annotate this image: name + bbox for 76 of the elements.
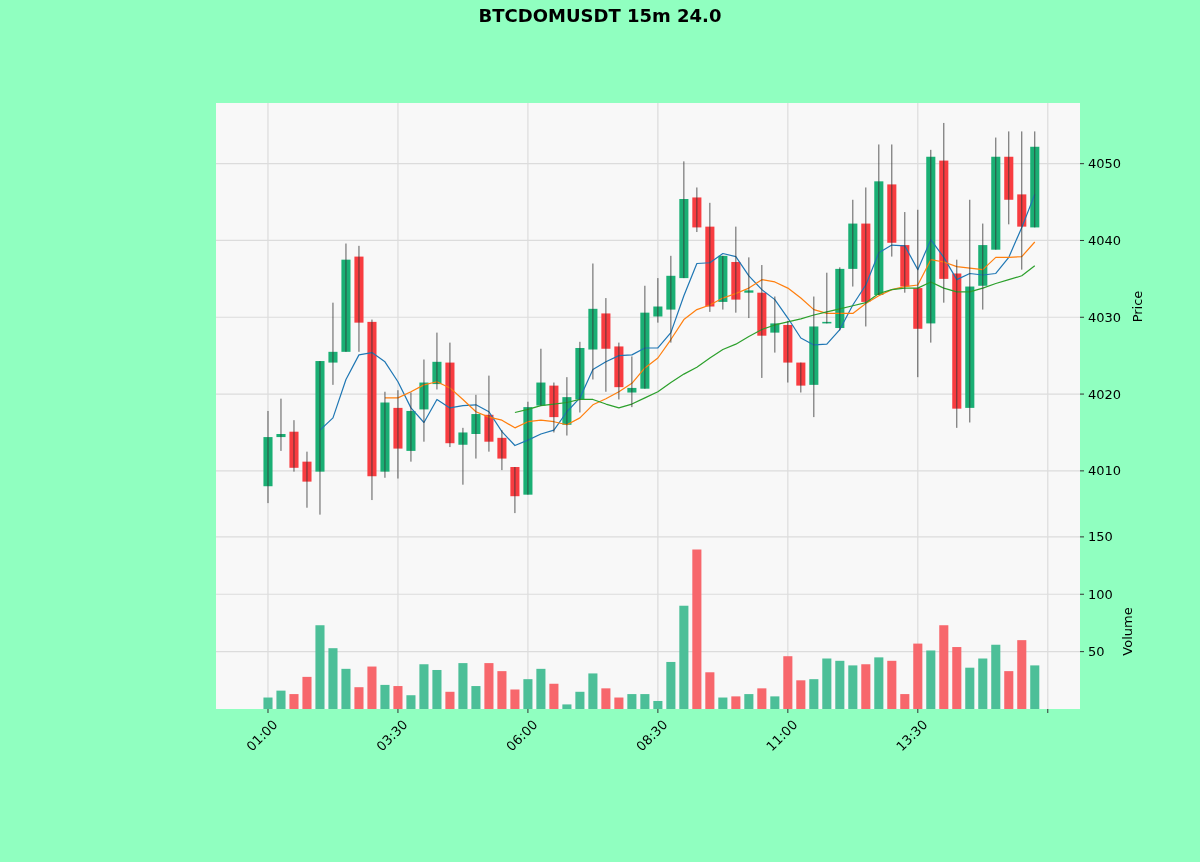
bar: [783, 656, 793, 709]
chart-title: BTCDOMUSDT 15m 24.0: [478, 5, 722, 26]
line-series: [384, 241, 1036, 429]
bar: [562, 704, 572, 709]
line-series: [514, 265, 1036, 414]
bar: [497, 671, 507, 709]
bar: [822, 658, 832, 709]
bar: [601, 688, 611, 709]
bar: [952, 647, 962, 709]
bar: [874, 657, 884, 709]
bar: [757, 688, 767, 709]
bar: [1004, 671, 1014, 709]
bar: [471, 686, 481, 709]
bar: [419, 664, 429, 709]
bar: [978, 658, 988, 709]
bar: [341, 668, 351, 709]
y-tick-label: 4010: [1088, 463, 1122, 479]
bar: [263, 697, 273, 709]
bar: [1017, 640, 1027, 709]
bar: [302, 676, 312, 709]
bar: [432, 669, 442, 709]
bar: [770, 696, 780, 709]
bar: [991, 644, 1001, 709]
bar: [965, 667, 975, 709]
y-tick-label: 4040: [1088, 233, 1122, 249]
y-axis-title: Volume: [1120, 607, 1135, 656]
line-series: [319, 193, 1036, 447]
bar: [913, 643, 923, 709]
bar: [588, 673, 598, 709]
bar: [718, 697, 728, 709]
bar: [393, 686, 403, 709]
y-tick-label: 100: [1088, 586, 1113, 602]
bar: [796, 680, 806, 709]
bar: [861, 664, 871, 709]
bar: [380, 684, 390, 709]
bar: [575, 691, 585, 709]
y-tick-label: 4030: [1088, 309, 1122, 325]
bar: [458, 663, 468, 709]
bar: [640, 694, 650, 709]
bar: [848, 665, 858, 709]
y-tick-label: 4020: [1088, 386, 1122, 402]
y-tick-label: 150: [1088, 529, 1113, 545]
bar: [367, 666, 377, 709]
bar: [484, 663, 494, 709]
bar: [354, 687, 364, 709]
bar: [809, 679, 819, 709]
bar: [939, 625, 949, 709]
y-tick-label: 50: [1088, 644, 1105, 660]
bar: [705, 672, 715, 709]
bar: [835, 660, 845, 709]
bar: [536, 668, 546, 709]
bar: [315, 625, 325, 709]
bar: [406, 695, 416, 709]
bar: [328, 648, 338, 709]
candlestick: [328, 302, 338, 386]
bar: [627, 694, 637, 709]
bar: [523, 679, 533, 709]
bar: [549, 683, 559, 709]
bar: [679, 605, 689, 709]
bar: [731, 696, 741, 709]
bar: [510, 689, 520, 709]
bar: [744, 694, 754, 709]
bar: [289, 694, 299, 709]
y-axis-title: Price: [1130, 290, 1145, 323]
candlestick: [744, 256, 754, 319]
bar: [900, 694, 910, 709]
bar: [887, 660, 897, 709]
bar: [614, 697, 624, 709]
y-tick-label: 4050: [1088, 156, 1122, 172]
bar: [276, 690, 286, 709]
bar: [653, 700, 663, 709]
bar: [1030, 665, 1040, 709]
bar: [666, 661, 676, 709]
bar: [692, 549, 702, 709]
bar: [445, 691, 455, 709]
bar: [926, 650, 936, 709]
